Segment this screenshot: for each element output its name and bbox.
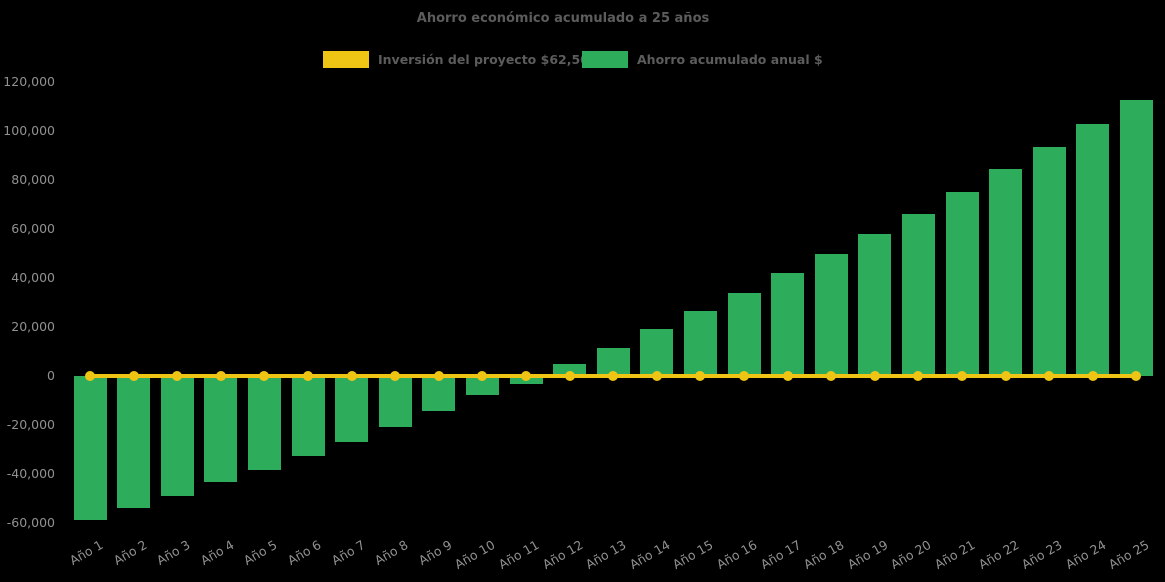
- x-tick-label: Año 11: [495, 537, 542, 572]
- line-marker-ano-14: [651, 370, 662, 381]
- line-marker-ano-21: [957, 370, 967, 381]
- line-marker-ano-6: [303, 370, 313, 381]
- x-tick-label: Año 8: [371, 537, 411, 569]
- bar-ano-22: [989, 169, 1023, 376]
- x-tick-label: Año 1: [66, 537, 106, 569]
- line-marker-ano-15: [695, 370, 706, 381]
- line-marker-ano-9: [433, 370, 444, 381]
- x-tick-label: Año 5: [241, 537, 280, 569]
- y-tick-label: 20,000: [11, 318, 55, 334]
- line-marker-ano-7: [346, 370, 357, 381]
- x-tick-label: Año 24: [1062, 537, 1109, 572]
- y-tick-label: 80,000: [11, 172, 55, 188]
- line-marker-ano-19: [869, 370, 880, 381]
- line-marker-ano-11: [521, 370, 531, 381]
- bar-ano-2: [117, 375, 151, 508]
- line-marker-ano-20: [913, 370, 924, 381]
- bar-ano-14: [640, 329, 674, 376]
- y-tick-label: -60,000: [6, 514, 55, 530]
- bar-ano-6: [291, 375, 325, 457]
- y-tick-label: 40,000: [11, 270, 55, 285]
- x-tick-label: Año 9: [415, 537, 455, 569]
- x-tick-label: Año 23: [1019, 537, 1065, 572]
- line-marker-ano-24: [1087, 370, 1098, 381]
- bar-ano-18: [814, 253, 848, 376]
- x-tick-label: Año 15: [670, 537, 716, 572]
- x-tick-label: Año 19: [844, 537, 891, 572]
- legend-label-savings: Ahorro acumulado anual $: [637, 52, 823, 67]
- line-marker-ano-1: [85, 370, 95, 381]
- chart-title: Ahorro económico acumulado a 25 años: [416, 11, 710, 26]
- x-tick-label: Año 16: [713, 537, 760, 572]
- bar-ano-25: [1119, 99, 1153, 376]
- bar-ano-7: [335, 375, 369, 442]
- x-tick-label: Año 13: [583, 537, 629, 572]
- bar-ano-21: [945, 192, 979, 376]
- bar-ano-8: [378, 375, 412, 428]
- legend-item-savings: Ahorro acumulado anual $: [582, 51, 823, 68]
- x-tick-label: Año 4: [197, 537, 237, 569]
- bar-ano-1: [73, 375, 107, 521]
- line-marker-ano-22: [1000, 370, 1011, 381]
- bar-ano-24: [1076, 123, 1110, 376]
- x-tick-label: Año 7: [328, 537, 368, 569]
- line-marker-ano-18: [826, 370, 837, 381]
- line-marker-ano-5: [259, 370, 270, 381]
- line-marker-ano-13: [608, 370, 619, 381]
- bar-ano-9: [422, 375, 456, 412]
- line-marker-ano-4: [215, 370, 226, 381]
- x-tick-label: Año 12: [539, 537, 586, 572]
- line-marker-ano-16: [739, 370, 749, 381]
- x-tick-label: Año 21: [931, 537, 978, 572]
- x-tick-label: Año 22: [975, 537, 1022, 572]
- line-marker-ano-23: [1044, 370, 1055, 381]
- y-tick-label: -40,000: [6, 465, 55, 481]
- line-marker-ano-25: [1131, 370, 1142, 381]
- x-tick-label: Año 18: [801, 537, 847, 572]
- bar-ano-20: [901, 214, 935, 376]
- bar-ano-3: [160, 375, 194, 496]
- bar-ano-17: [771, 273, 805, 376]
- legend-label-investment: Inversión del proyecto $62,500.00: [378, 52, 620, 67]
- bar-ano-19: [858, 233, 892, 376]
- bar-ano-5: [247, 375, 281, 470]
- bar-ano-4: [204, 375, 238, 483]
- line-marker-ano-2: [128, 370, 139, 381]
- x-tick-label: Año 17: [757, 537, 804, 572]
- y-tick-label: 0: [47, 367, 55, 383]
- line-marker-ano-8: [390, 370, 401, 381]
- legend-swatch-investment-icon: [323, 51, 369, 68]
- x-tick-label: Año 10: [452, 537, 498, 572]
- bar-ano-15: [683, 311, 717, 376]
- x-tick-label: Año 20: [888, 537, 934, 572]
- line-marker-ano-17: [782, 370, 793, 381]
- y-tick-label: 100,000: [3, 123, 55, 139]
- y-tick-label: 60,000: [11, 221, 55, 237]
- legend-item-investment: Inversión del proyecto $62,500.00: [323, 51, 620, 68]
- x-tick-label: Año 2: [110, 537, 150, 569]
- y-tick-label: -20,000: [6, 416, 55, 432]
- line-marker-ano-12: [564, 370, 575, 381]
- legend-swatch-savings-icon: [582, 51, 628, 68]
- line-marker-ano-3: [172, 370, 183, 381]
- x-tick-label: Año 3: [153, 537, 193, 569]
- bar-ano-10: [465, 375, 499, 396]
- bar-ano-16: [727, 292, 761, 376]
- bar-ano-23: [1032, 147, 1066, 376]
- bar-ano-12: [553, 363, 587, 376]
- line-marker-ano-10: [477, 370, 488, 381]
- x-tick-label: Año 6: [284, 537, 324, 569]
- x-tick-label: Año 14: [626, 537, 673, 572]
- y-tick-label: 120,000: [3, 74, 55, 90]
- x-tick-label: Año 25: [1106, 537, 1152, 572]
